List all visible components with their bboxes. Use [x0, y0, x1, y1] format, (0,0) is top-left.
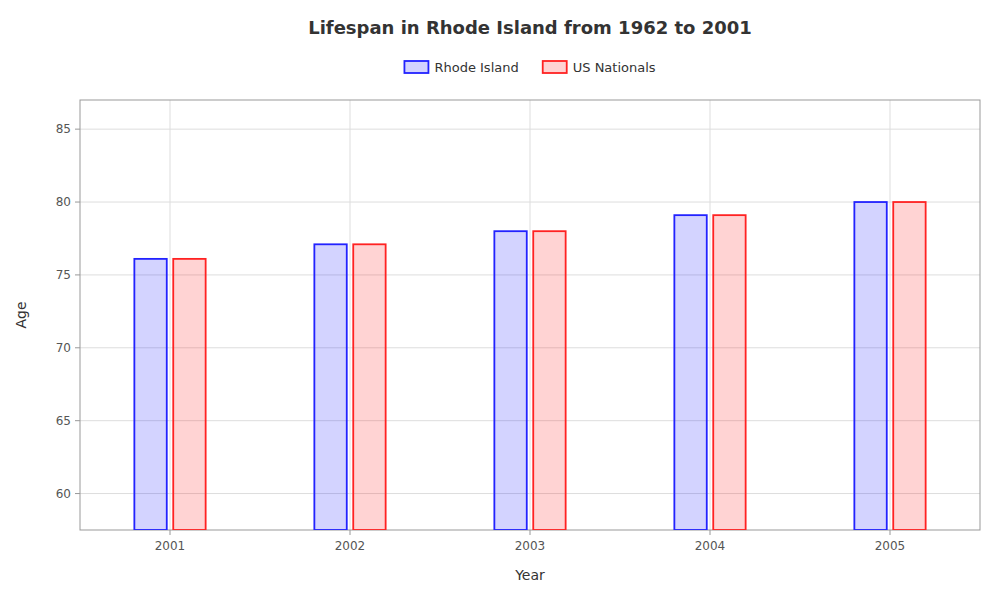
legend-label: Rhode Island: [434, 60, 518, 75]
grid-line: [530, 100, 531, 530]
tick-label: 2002: [335, 539, 366, 553]
chart: 60 65 70 75 80 85 2001 2002 2003 2004 2005 Lifespan…: [0, 0, 1000, 600]
bar: [314, 244, 346, 530]
tick: [710, 530, 711, 535]
bar: [353, 244, 385, 530]
bar: [173, 259, 205, 530]
bar: [713, 215, 745, 530]
bar: [533, 231, 565, 530]
grid-line: [350, 100, 351, 530]
bar: [854, 202, 886, 530]
legend-item: US Nationals: [543, 60, 656, 75]
grid-line: [170, 100, 171, 530]
tick: [75, 420, 80, 421]
grid-line: [710, 100, 711, 530]
tick: [170, 530, 171, 535]
grid-line: [890, 100, 891, 530]
tick: [350, 530, 351, 535]
tick: [75, 202, 80, 203]
tick: [530, 530, 531, 535]
tick-label: 2003: [515, 539, 546, 553]
legend-item: Rhode Island: [404, 60, 518, 75]
tick-label: 85: [56, 122, 71, 136]
tick-label: 75: [56, 268, 71, 282]
title: Lifespan in Rhode Island from 1962 to 20…: [308, 17, 752, 38]
tick: [75, 129, 80, 130]
bar: [134, 259, 166, 530]
tick: [75, 493, 80, 494]
x-axis-label: Year: [514, 567, 545, 583]
bar: [494, 231, 526, 530]
tick-label: 80: [56, 195, 71, 209]
plot-frame: [80, 100, 980, 530]
bar: [893, 202, 925, 530]
tick-label: 65: [56, 414, 71, 428]
tick-label: 2004: [695, 539, 726, 553]
tick: [890, 530, 891, 535]
legend-swatch: [404, 61, 428, 73]
tick-label: 2001: [155, 539, 186, 553]
tick-label: 60: [56, 487, 71, 501]
legend-label: US Nationals: [573, 60, 656, 75]
grid: [80, 100, 980, 530]
legend: Rhode Island US Nationals: [404, 60, 655, 75]
y-axis-label: Age: [13, 301, 29, 328]
tick-label: 70: [56, 341, 71, 355]
legend-swatch: [543, 61, 567, 73]
bar: [674, 215, 706, 530]
tick: [75, 274, 80, 275]
bars: [134, 202, 925, 530]
tick-label: 2005: [875, 539, 906, 553]
tick: [75, 347, 80, 348]
